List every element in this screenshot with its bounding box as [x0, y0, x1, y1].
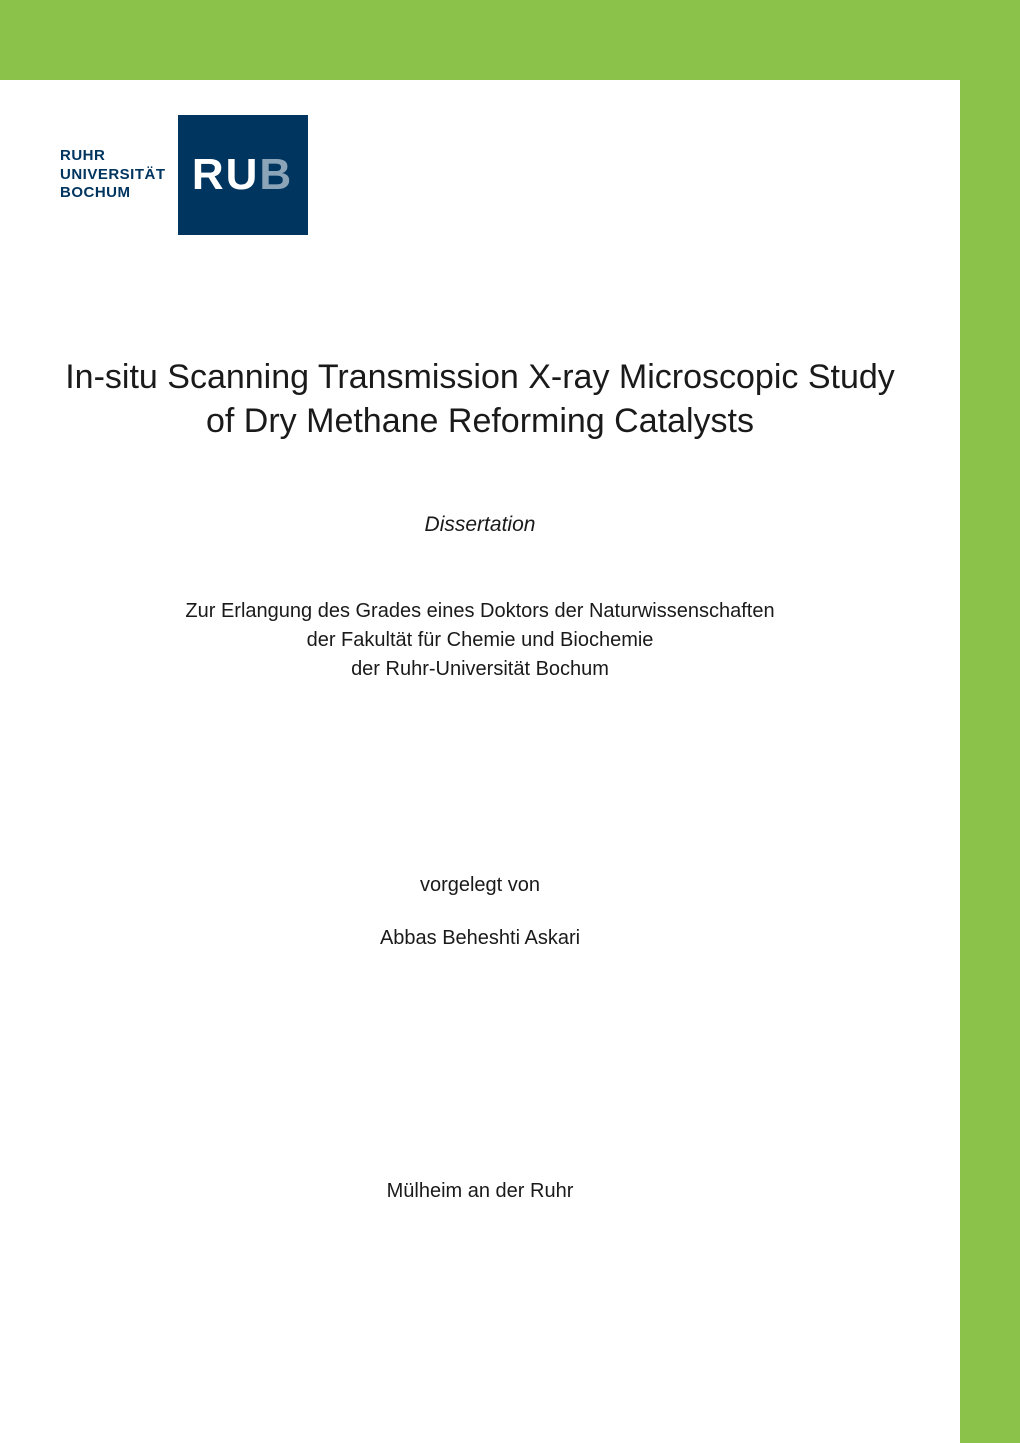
- presented-by-label: vorgelegt von: [60, 874, 900, 897]
- location: Mülheim an der Ruhr: [60, 1180, 900, 1203]
- page-content: In-situ Scanning Transmission X-ray Micr…: [60, 355, 900, 1203]
- logo-abbreviation: RUB: [192, 150, 293, 200]
- purpose-line-3: der Ruhr-Universität Bochum: [60, 655, 900, 684]
- logo-line-3: BOCHUM: [60, 184, 166, 203]
- logo-line-2: UNIVERSITÄT: [60, 166, 166, 185]
- dissertation-title: In-situ Scanning Transmission X-ray Micr…: [60, 355, 900, 443]
- purpose-line-2: der Fakultät für Chemie und Biochemie: [60, 626, 900, 655]
- document-type: Dissertation: [60, 513, 900, 537]
- author-name: Abbas Beheshti Askari: [60, 927, 900, 950]
- logo-text-block: RUHR UNIVERSITÄT BOCHUM: [60, 147, 166, 203]
- logo-line-1: RUHR: [60, 147, 166, 166]
- purpose-block: Zur Erlangung des Grades eines Doktors d…: [60, 597, 900, 684]
- purpose-line-1: Zur Erlangung des Grades eines Doktors d…: [60, 597, 900, 626]
- university-logo: RUHR UNIVERSITÄT BOCHUM RUB: [60, 115, 308, 235]
- right-banner: [960, 0, 1020, 1443]
- top-banner: [0, 0, 1020, 80]
- logo-box: RUB: [178, 115, 308, 235]
